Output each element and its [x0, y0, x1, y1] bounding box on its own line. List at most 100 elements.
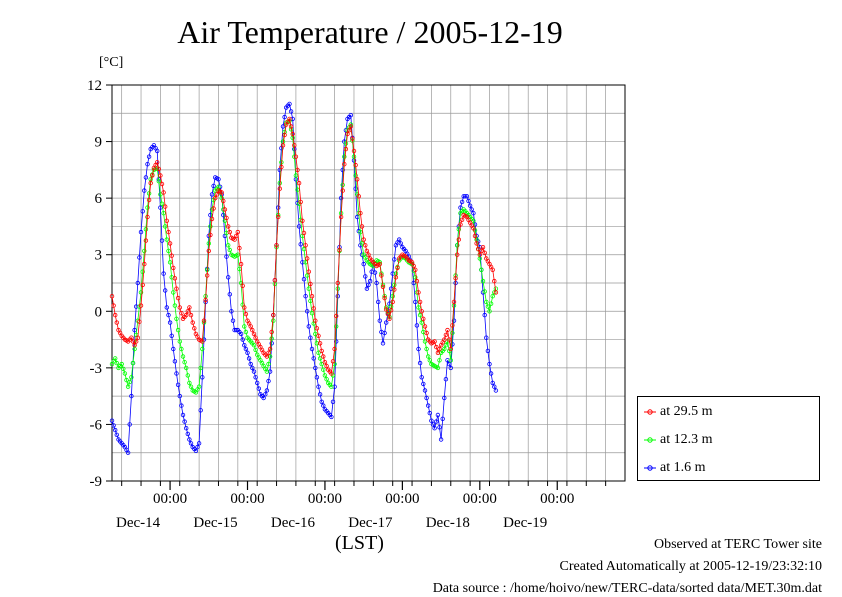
- data-point: [161, 210, 166, 216]
- x-tick-day-label: Dec-18: [426, 515, 470, 531]
- data-point: [248, 361, 253, 367]
- data-point: [253, 347, 258, 353]
- data-point: [164, 305, 169, 310]
- data-point: [463, 194, 468, 199]
- data-point: [490, 380, 495, 386]
- data-point: [171, 265, 176, 271]
- data-point: [250, 327, 255, 333]
- data-point: [317, 392, 323, 397]
- data-point: [342, 161, 347, 167]
- data-point: [301, 277, 307, 282]
- data-point: [193, 448, 199, 453]
- data-point: [358, 210, 363, 216]
- data-point: [196, 441, 202, 446]
- data-point: [238, 331, 244, 337]
- data-point: [209, 192, 215, 197]
- data-point: [235, 229, 240, 235]
- data-point: [296, 180, 302, 186]
- data-point: [419, 320, 424, 325]
- data-point: [374, 280, 379, 286]
- data-point: [398, 241, 403, 246]
- data-point: [485, 304, 491, 309]
- data-point: [242, 305, 247, 310]
- data-point: [353, 162, 358, 168]
- data-point: [172, 303, 178, 308]
- data-point: [255, 380, 260, 386]
- data-point: [430, 422, 436, 427]
- data-point: [282, 114, 287, 120]
- data-point: [145, 214, 150, 220]
- data-point: [125, 450, 131, 455]
- data-point: [437, 425, 442, 430]
- x-tick-time-label: 00:00: [463, 491, 497, 507]
- data-point: [183, 312, 189, 318]
- data-point: [448, 358, 453, 363]
- data-point: [459, 199, 465, 205]
- data-point: [324, 363, 329, 369]
- data-point: [482, 289, 487, 294]
- data-point: [196, 384, 202, 389]
- data-point: [342, 154, 347, 159]
- data-point: [129, 375, 134, 380]
- data-point: [159, 238, 165, 243]
- legend-label: at 29.5 m: [660, 404, 713, 419]
- y-tick-label: -9: [90, 474, 103, 490]
- data-point: [453, 276, 458, 281]
- data-point: [314, 341, 320, 346]
- data-point: [490, 267, 495, 272]
- data-point: [145, 205, 150, 210]
- data-point: [256, 386, 261, 391]
- y-tick-label: -3: [90, 361, 103, 377]
- data-point: [479, 267, 484, 272]
- data-point: [187, 437, 192, 442]
- data-point: [248, 324, 253, 329]
- data-point: [442, 346, 447, 352]
- data-point: [393, 275, 399, 280]
- data-point: [329, 414, 334, 420]
- y-tick-label: 6: [95, 191, 103, 207]
- data-point: [366, 282, 371, 288]
- data-point: [427, 410, 432, 416]
- data-point: [221, 212, 226, 218]
- data-point: [332, 346, 337, 352]
- data-point: [487, 361, 492, 367]
- data-point: [437, 358, 442, 363]
- data-point: [229, 309, 234, 314]
- data-point: [392, 257, 397, 262]
- legend-item-29-5m: at 29.5 m: [638, 403, 819, 423]
- data-point: [459, 217, 465, 222]
- data-point: [338, 214, 344, 220]
- data-point: [335, 280, 340, 286]
- chart-legend: at 29.5 m at 12.3 m at 1.6 m: [637, 396, 820, 481]
- data-point: [138, 290, 144, 295]
- data-point: [137, 255, 142, 260]
- data-point: [471, 218, 476, 223]
- data-point: [455, 243, 460, 248]
- data-point: [277, 186, 282, 191]
- data-point: [225, 275, 231, 280]
- data-point: [224, 215, 229, 221]
- data-point: [384, 320, 389, 325]
- data-point: [140, 282, 145, 288]
- x-tick-day-label: Dec-15: [193, 515, 237, 531]
- data-point: [185, 373, 190, 378]
- data-point: [263, 392, 268, 397]
- data-point: [146, 191, 152, 196]
- data-point: [298, 242, 303, 247]
- data-point: [363, 243, 368, 248]
- data-point: [350, 136, 355, 141]
- data-point: [243, 329, 249, 335]
- data-point: [140, 209, 145, 214]
- data-point: [361, 237, 366, 242]
- data-point: [421, 316, 426, 321]
- data-point: [330, 399, 336, 404]
- data-point: [417, 299, 423, 305]
- data-point: [288, 109, 294, 114]
- data-point: [309, 346, 315, 352]
- x-tick-day-label: Dec-14: [116, 515, 161, 531]
- data-point: [227, 229, 232, 235]
- data-point: [208, 232, 213, 238]
- data-point: [251, 343, 257, 348]
- data-point: [492, 384, 497, 389]
- data-point: [190, 320, 195, 325]
